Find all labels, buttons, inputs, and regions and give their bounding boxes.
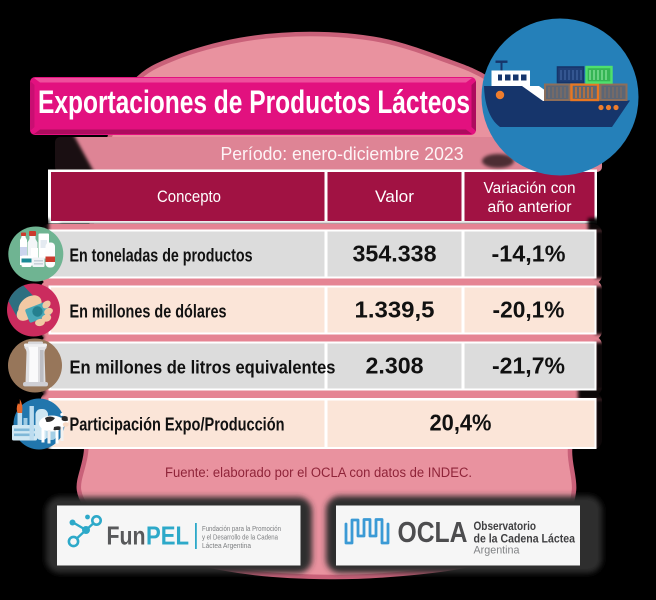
svg-text:PEL: PEL [146,521,189,551]
svg-text:2.308: 2.308 [366,353,424,379]
svg-text:20,4%: 20,4% [430,410,492,436]
svg-text:Argentina: Argentina [474,545,521,557]
svg-text:-14,1%: -14,1% [492,241,566,267]
svg-text:Fundación para la Promoción: Fundación para la Promoción [202,524,281,533]
svg-text:Variación con: Variación con [484,180,576,197]
svg-text:1.339,5: 1.339,5 [355,297,435,323]
svg-text:-21,7%: -21,7% [492,353,565,379]
svg-text:Láctea Argentina: Láctea Argentina [202,541,252,550]
svg-text:OCLA: OCLA [398,517,468,549]
svg-text:Concepto: Concepto [157,187,221,206]
svg-text:Observatorio: Observatorio [474,519,537,533]
svg-text:de la Cadena Láctea: de la Cadena Láctea [474,532,576,546]
svg-text:En millones de dólares: En millones de dólares [70,302,227,322]
svg-text:Exportaciones de Productos Lác: Exportaciones de Productos Lácteos [38,84,470,120]
svg-text:En toneladas de productos: En toneladas de productos [70,246,253,266]
svg-text:354.338: 354.338 [353,241,437,267]
svg-text:y el Desarrollo de la Cadena: y el Desarrollo de la Cadena [202,533,279,542]
svg-text:Período: enero-diciembre 2023: Período: enero-diciembre 2023 [221,143,464,164]
svg-text:-20,1%: -20,1% [493,297,565,323]
svg-text:Valor: Valor [375,187,414,206]
svg-text:Fun: Fun [107,521,146,551]
svg-text:Fuente: elaborado por el OCLA: Fuente: elaborado por el OCLA con datos … [165,465,472,480]
svg-text:En millones de litros equivale: En millones de litros equivalentes [70,358,336,378]
svg-text:Participación Expo/Producción: Participación Expo/Producción [70,415,285,435]
svg-text:año anterior: año anterior [488,199,572,216]
